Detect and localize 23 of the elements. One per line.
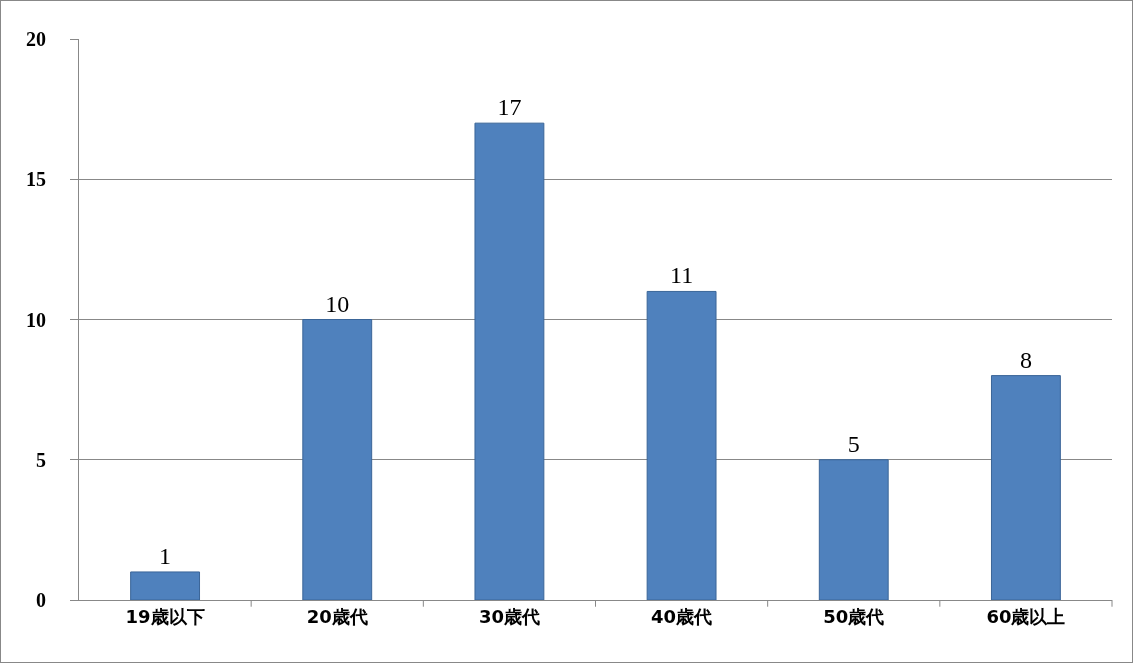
data-label: 1: [159, 542, 172, 569]
y-tick-label: 20: [26, 28, 46, 50]
x-tick-label: 20歳代: [306, 605, 368, 627]
x-tick-label: 50歳代: [823, 605, 885, 627]
y-tick-label: 10: [26, 308, 46, 331]
bar: [818, 459, 889, 600]
bar: [990, 375, 1061, 600]
y-tick-label: 0: [36, 589, 46, 611]
x-tick-label: 19歳以下: [125, 605, 205, 627]
data-label: 17: [497, 94, 522, 121]
x-tick-label: 40歳代: [651, 605, 713, 627]
x-tick-label: 30歳代: [478, 605, 540, 627]
bar: [646, 290, 717, 600]
y-tick-label: 5: [36, 448, 46, 471]
bar: [302, 319, 373, 600]
data-label: 10: [325, 290, 350, 317]
data-label: 8: [1019, 346, 1032, 373]
data-label: 5: [847, 430, 860, 457]
bar: [474, 122, 545, 600]
y-tick-label: 15: [26, 168, 46, 191]
x-tick-label: 60歳以上: [986, 605, 1066, 627]
bar: [130, 571, 201, 600]
data-label: 11: [670, 262, 694, 289]
